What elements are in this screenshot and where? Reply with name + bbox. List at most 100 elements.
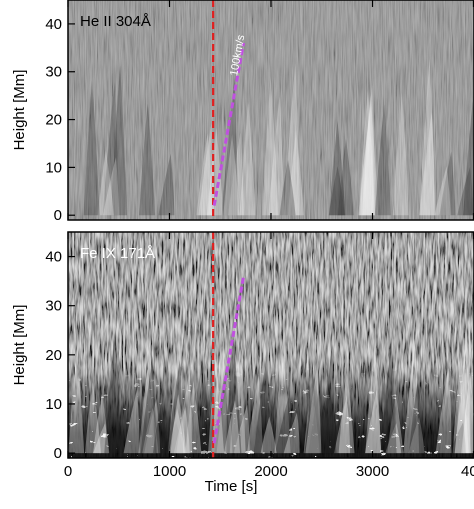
streak [283, 412, 300, 454]
speed-fit-line [212, 42, 246, 206]
streak [229, 346, 246, 454]
streak [279, 159, 296, 216]
streak [305, 366, 322, 454]
streak [97, 150, 114, 216]
streak [318, 348, 335, 454]
panel-label: He II 304Å [80, 13, 151, 30]
streak [434, 166, 451, 216]
streak [262, 76, 279, 216]
x-tick-label: 3000 [356, 463, 389, 480]
streak [84, 382, 101, 454]
streak [68, 349, 85, 454]
x-axis-title: Time [s] [205, 478, 258, 495]
streak [304, 380, 321, 454]
streak [247, 375, 264, 454]
streak [102, 157, 119, 216]
y-tick-label: 20 [45, 112, 62, 129]
x-tick-label: 1000 [153, 463, 186, 480]
y-tick-label: 10 [45, 396, 62, 413]
y-tick-label: 40 [45, 249, 62, 266]
y-axis-title: Height [Mm] [11, 305, 28, 386]
y-tick-label: 20 [45, 347, 62, 364]
streak [380, 337, 397, 454]
x-tick-label: 400 [461, 463, 474, 480]
streak [362, 93, 379, 216]
streak [304, 370, 321, 454]
streak [359, 90, 376, 216]
streak [139, 103, 156, 216]
streak [221, 77, 238, 216]
streak [185, 381, 202, 454]
streak [239, 102, 256, 216]
panel-2: 0102030400100020003000400Height [Mm]Time… [11, 231, 474, 495]
streak [104, 326, 121, 454]
streak [365, 343, 382, 454]
streak [260, 416, 277, 454]
streak [167, 359, 184, 454]
speed-fit-line [212, 275, 246, 444]
streak [158, 153, 175, 216]
streak [403, 337, 420, 454]
streak [169, 408, 186, 454]
streak [228, 132, 245, 216]
streak [167, 335, 184, 454]
streak [287, 129, 304, 216]
streak [225, 331, 242, 454]
streak [196, 133, 213, 216]
image-base-structure [68, 0, 474, 220]
streak [274, 337, 291, 454]
streak [439, 151, 456, 216]
y-tick-label: 40 [45, 16, 62, 33]
streak [358, 101, 375, 216]
streak [144, 398, 161, 454]
streak [93, 423, 110, 454]
streak [170, 394, 187, 454]
streak [196, 372, 213, 454]
y-tick-label: 30 [45, 298, 62, 315]
streak [462, 349, 474, 454]
streak [224, 400, 241, 454]
streak [167, 422, 184, 454]
streak [328, 166, 345, 216]
streak [303, 384, 320, 454]
streak [374, 104, 391, 216]
streak [463, 100, 474, 216]
streak [338, 372, 355, 454]
streak [457, 166, 474, 216]
y-axis-title: Height [Mm] [11, 70, 28, 151]
streak [211, 330, 228, 454]
y-tick-label: 10 [45, 159, 62, 176]
streak [337, 138, 354, 216]
streak [142, 407, 159, 454]
streak [359, 84, 376, 216]
streak [392, 92, 409, 216]
streak [329, 120, 346, 216]
streak [419, 112, 436, 216]
y-tick-label: 0 [54, 445, 62, 462]
streak [275, 396, 292, 454]
streak [102, 82, 119, 216]
streak [365, 389, 382, 454]
streak [454, 363, 471, 454]
streak [454, 329, 471, 454]
panel-label: Fe IX 171Å [80, 245, 155, 262]
streak [283, 62, 300, 216]
streak [320, 382, 337, 454]
y-tick-label: 0 [54, 207, 62, 224]
panel-image [68, 0, 474, 220]
streak [385, 423, 402, 454]
streak [387, 394, 404, 454]
streak [408, 379, 425, 454]
streak [308, 373, 325, 454]
streak [152, 402, 169, 454]
streak [328, 417, 345, 454]
streak [233, 404, 250, 454]
x-tick-label: 0 [64, 463, 72, 480]
streak [449, 422, 466, 454]
y-tick-label: 30 [45, 64, 62, 81]
streak [83, 80, 100, 216]
streak [140, 356, 157, 454]
panel-image [68, 232, 474, 458]
